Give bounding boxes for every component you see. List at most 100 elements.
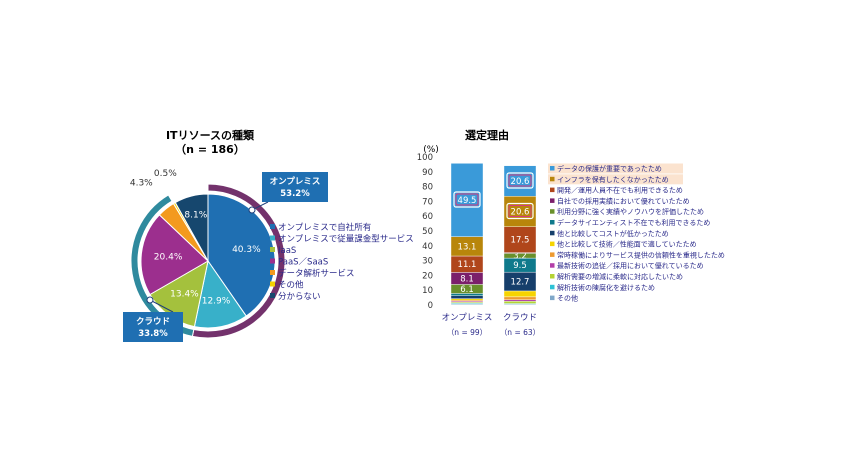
legend-swatch [270,270,275,275]
value-highlight-outer [506,202,534,220]
category-label: オンプレミス [442,313,493,323]
pie-chart: ITリソースの種類 （n = 186） 40.3% 12.9%13.4% 20.4%… [123,128,414,342]
legend-label: 自社での採用実績において優れていたため [557,196,690,205]
pie-legend-item: IaaS [270,246,296,256]
callout-label: クラウド [136,316,170,327]
group-callout: クラウド 33.8% [123,296,183,342]
legend-label: PaaS／SaaS [278,258,328,268]
bar-segment [450,295,484,299]
legend-swatch [550,252,555,257]
legend-label: 利用分野に強く実績やノウハウを評価したため [557,207,704,216]
bar-value-label: 6.1 [460,285,474,295]
legend-label: データの保護が重要であったため [557,164,662,173]
y-axis-unit: (%) [423,145,439,155]
legend-label: 開発／運用人員不在でも利用できるため [557,186,683,195]
category-n: （n = 63） [500,328,540,337]
legend-label: データサイエンティスト不在でも利用できるため [557,218,710,227]
pie-slices [140,193,276,329]
legend-swatch [550,209,555,214]
bar-legend-item: 解析技術の陳腐化を避けるため [550,283,655,292]
bar-legend-item: 常時稼働によりサービス提供の信頼性を重視したため [550,250,725,259]
pie-slice [174,193,209,263]
legend-swatch [550,166,555,171]
category-label: クラウド [503,313,537,323]
bar-segment [503,296,537,301]
bar-legend-item: その他 [550,294,578,303]
bar-legend-item: 利用分野に強く実績やノウハウを評価したため [550,207,704,216]
bar-segment [450,298,484,301]
legend-swatch [270,247,275,252]
callout-box [262,172,328,202]
bar-title: 選定理由 [465,128,509,142]
legend-swatch [270,281,275,287]
y-tick-label: 70 [422,197,433,207]
pie-legend-item: オンプレミスで従量課金型サービス [270,234,414,245]
legend-label: 解析需要の増減に柔軟に対応したいため [557,272,683,281]
pie-slice-label: 20.4% [154,252,183,262]
value-highlight-inner [508,204,532,217]
bar-legend-item: 解析需要の増減に柔軟に対応したいため [550,272,683,281]
pie-legend-item: PaaS／SaaS [270,258,328,268]
bar-legend-item: 他と比較してコストが低かったため [550,229,669,238]
value-highlight-inner [508,174,532,187]
y-tick-label: 50 [422,227,433,237]
legend-label: IaaS [278,246,296,256]
bar-legend-item: 最新技術の追従／採用において優れているため [550,261,704,270]
pie-slice-label: 12.9% [202,296,231,306]
callout-box [123,312,183,342]
y-tick-label: 100 [417,153,433,163]
legend-swatch [550,295,555,301]
pie-slice-labels: 40.3% 12.9%13.4% 20.4% 4.3%0.5% 8.1% [130,169,261,306]
callout-leader [149,299,174,313]
legend-label: 常時稼働によりサービス提供の信頼性を重視したため [557,250,725,259]
bar-legend-item: 開発／運用人員不在でも利用できるため [550,186,683,195]
legend-highlight [548,163,683,174]
legend-label: 他と比較して技術／性能面で適していたため [557,240,697,249]
pie-title: ITリソースの種類 [166,128,255,142]
category-n: （n = 99） [447,328,487,337]
legend-swatch [550,263,555,268]
pie-slice-label: 4.3% [130,178,153,188]
bar-value-label: 20.6 [511,207,530,217]
bar-value-label: 11.1 [458,260,477,270]
y-tick-label: 0 [428,301,433,311]
value-highlight-outer [506,172,534,189]
bar-segment [503,299,537,302]
pie-legend-item: その他 [270,280,304,291]
y-axis: 0 10 20 30 40 50 60 70 80 90 100 [417,153,433,311]
legend-swatch [270,293,275,298]
callout-marker [146,296,154,304]
pie-slice-label: 13.4% [170,290,199,300]
bar-value-label: 9.5 [513,261,527,271]
bar-value-label: 12.7 [511,278,530,288]
y-tick-label: 90 [422,168,433,178]
pie-legend-item: データ解析サービス [270,268,355,279]
callout-value: 53.2% [280,189,310,199]
bar-value-label: 17.5 [511,236,530,246]
pie-slice [140,214,209,296]
y-tick-label: 40 [422,242,433,252]
pie-slice [207,193,276,317]
stacked-bar-chart: 選定理由 (%) 0 10 20 30 40 50 60 70 80 90 100 6.18.1 11… [417,128,725,337]
x-axis-categories: オンプレミス （n = 99） クラウド （n = 63） [442,313,541,337]
y-tick-label: 20 [422,271,433,281]
y-tick-label: 10 [422,286,433,296]
pie-slice-label: 40.3% [232,245,261,255]
group-callout: オンプレミス 53.2% [248,172,328,214]
bar-value-label: 20.6 [511,177,530,187]
bar-segment [503,226,537,253]
legend-swatch [550,198,555,203]
pie-legend-item: オンプレミスで自社所有 [270,222,371,233]
legend-label: 解析技術の陳腐化を避けるため [557,283,655,292]
legend-label: その他 [278,280,304,291]
legend-label: 分からない [278,292,321,302]
legend-label: インフラを保有したくなかったため [557,175,669,184]
bar-legend-item: 自社での採用実績において優れていたため [550,196,690,205]
legend-swatch [550,284,555,290]
y-tick-label: 60 [422,212,433,222]
bar-legend-item: 他と比較して技術／性能面で適していたため [550,240,697,249]
bar-segment [503,301,537,304]
value-highlight-outer [453,191,481,208]
legend-label: データ解析サービス [278,268,355,279]
